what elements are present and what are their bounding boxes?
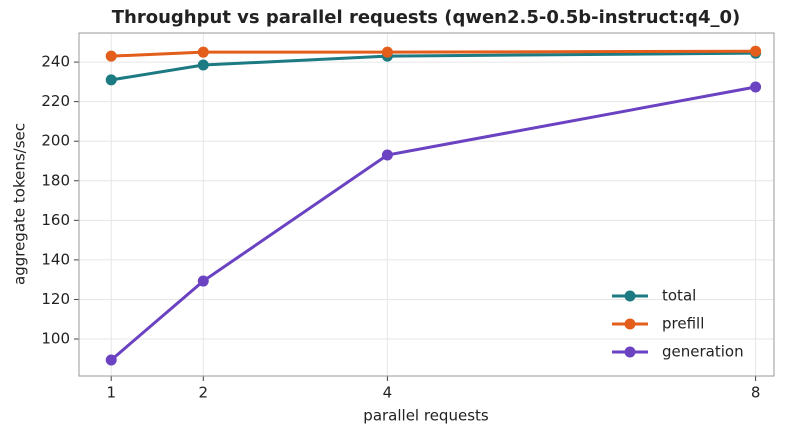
- point: [197, 46, 209, 58]
- x-tick-label: 8: [751, 384, 761, 402]
- y-tick-label: 200: [41, 132, 70, 150]
- plot-frame: [78, 32, 775, 377]
- x-tick-label: 1: [106, 384, 116, 402]
- legend-marker: [624, 290, 636, 302]
- legend-label: generation: [662, 343, 744, 361]
- y-axis-label: aggregate tokens/sec: [11, 123, 29, 285]
- point: [750, 81, 762, 93]
- y-tick-label: 180: [41, 171, 70, 189]
- point: [197, 59, 209, 71]
- x-axis-label: parallel requests: [363, 407, 489, 425]
- series-line: [110, 51, 756, 82]
- point: [750, 45, 762, 57]
- point: [197, 275, 209, 287]
- x-tick-label: 2: [198, 384, 208, 402]
- point: [105, 50, 117, 62]
- point: [105, 74, 117, 86]
- legend-marker: [624, 318, 636, 330]
- y-tick-label: 100: [41, 330, 70, 348]
- point: [105, 354, 117, 366]
- legend-label: total: [662, 287, 696, 305]
- series-line: [110, 85, 756, 362]
- y-tick-label: 160: [41, 211, 70, 229]
- legend-label: prefill: [662, 315, 704, 333]
- legend-marker: [624, 346, 636, 358]
- y-tick-label: 220: [41, 92, 70, 110]
- y-tick-label: 120: [41, 290, 70, 308]
- point: [381, 46, 393, 58]
- point: [381, 149, 393, 161]
- chart-title: Throughput vs parallel requests (qwen2.5…: [112, 7, 740, 28]
- y-tick-label: 240: [41, 53, 70, 71]
- x-tick-label: 4: [383, 384, 393, 402]
- series-line: [111, 49, 756, 58]
- y-tick-label: 140: [41, 250, 70, 268]
